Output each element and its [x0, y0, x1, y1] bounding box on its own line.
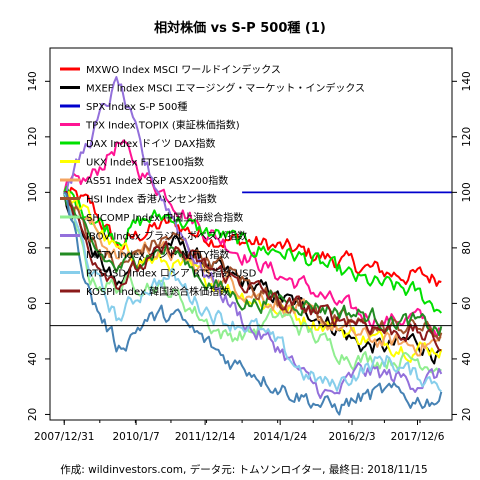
legend-label-7: HSI Index 香港ハンセン指数 — [86, 193, 217, 206]
y-tick-label-right-4: 100 — [461, 182, 473, 202]
legend-label-4: DAX Index ドイツ DAX指数 — [86, 137, 216, 150]
y-tick-label-left-6: 140 — [27, 71, 39, 91]
y-tick-label-left-5: 120 — [27, 127, 39, 147]
x-tick-label-3: 2014/1/24 — [253, 431, 307, 443]
series-line-12 — [63, 190, 442, 352]
legend-label-8: SHCOMP Index 中国上海総合指数 — [86, 211, 243, 224]
legend-label-0: MXWO Index MSCI ワールドインデックス — [86, 63, 281, 76]
x-tick-label-5: 2017/12/6 — [391, 431, 445, 443]
legend-label-5: UKX Index FTSE100指数 — [86, 156, 204, 169]
y-tick-label-right-6: 140 — [461, 71, 473, 91]
y-tick-label-left-2: 60 — [27, 297, 39, 310]
series-line-11 — [63, 192, 442, 393]
legend-label-10: NIFTY Index インド NIFTY指数 — [86, 248, 230, 261]
legend-label-9: IBOV Index ブラジル ボベスパ指数 — [86, 230, 247, 243]
chart-footer: 作成: wildinvestors.com, データ元: トムソンロイター, 最… — [60, 463, 427, 476]
legend-label-12: KOSPI Index 韓国総合株価指数 — [86, 285, 229, 298]
x-tick-label-0: 2007/12/31 — [34, 431, 95, 443]
y-tick-label-right-1: 40 — [461, 352, 473, 365]
plot-area: 20 20 40 40 60 60 80 80 100 100 120 120 140 140 2007/1… — [27, 47, 473, 443]
x-tick-label-4: 2016/2/3 — [328, 431, 375, 443]
y-tick-label-left-1: 40 — [27, 352, 39, 365]
legend-label-6: AS51 Index S&P ASX200指数 — [86, 174, 228, 187]
x-tick-label-1: 2010/1/7 — [113, 431, 160, 443]
y-tick-label-right-5: 120 — [461, 127, 473, 147]
y-tick-label-right-3: 80 — [461, 241, 473, 254]
y-tick-label-right-2: 60 — [461, 297, 473, 310]
y-tick-label-left-0: 20 — [27, 408, 39, 421]
legend-label-11: RTSUSD Index ロシア RTS指数 USD — [86, 267, 257, 280]
legend-label-1: MXEF Index MSCI エマージング・マーケット・インデックス — [86, 82, 365, 95]
x-tick-label-2: 2011/12/14 — [175, 431, 236, 443]
y-tick-label-left-4: 100 — [27, 182, 39, 202]
legend-label-2: SPX Index S-P 500種 — [86, 100, 187, 113]
chart-title: 相対株価 vs S-P 500種 (1) — [154, 20, 326, 36]
series-line-9 — [63, 76, 443, 400]
plot-frame — [49, 47, 453, 421]
series-line-4 — [63, 185, 443, 314]
y-tick-label-right-0: 20 — [461, 408, 473, 421]
y-tick-label-left-3: 80 — [27, 241, 39, 254]
series-line-13 — [63, 191, 443, 416]
legend-label-3: TPX Index TOPIX (東証株価指数) — [85, 119, 240, 132]
